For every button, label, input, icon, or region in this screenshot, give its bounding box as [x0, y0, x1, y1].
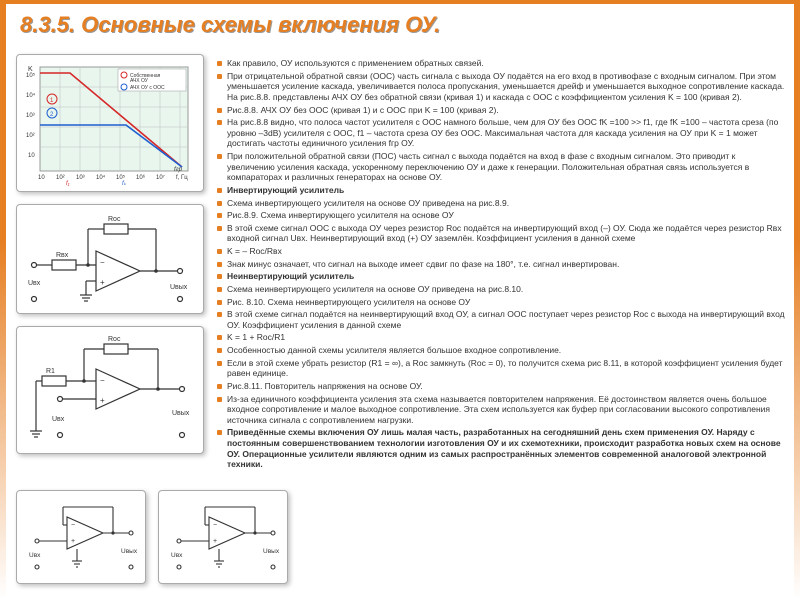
svg-text:Uвых: Uвых: [263, 548, 280, 555]
svg-text:Uвх: Uвх: [171, 552, 183, 559]
paragraph: Если в этой схеме убрать резистор (R1 = …: [215, 358, 785, 379]
paragraph: При положительной обратной связи (ПОС) ч…: [215, 151, 785, 183]
paragraph: При отрицательной обратной связи (ООС) ч…: [215, 71, 785, 103]
svg-text:fₖ: fₖ: [122, 181, 127, 187]
svg-text:Uвых: Uвых: [172, 410, 190, 417]
paragraph: Рис.8.8. АЧХ ОУ без ООС (кривая 1) и с О…: [215, 105, 785, 116]
svg-text:+: +: [213, 538, 217, 545]
svg-text:10⁴: 10⁴: [26, 92, 36, 99]
svg-text:−: −: [100, 258, 105, 267]
svg-text:10³: 10³: [76, 175, 85, 181]
svg-text:Rвх: Rвх: [56, 252, 69, 259]
svg-text:+: +: [71, 538, 75, 545]
paragraph: Схема инвертирующего усилителя на основе…: [215, 198, 785, 209]
paragraph: Приведённые схемы включения ОУ лишь мала…: [215, 427, 785, 470]
body-text: Как правило, ОУ используются с применени…: [215, 58, 785, 472]
svg-text:10⁷: 10⁷: [156, 174, 165, 181]
paragraph: Особенностью данной схемы усилителя явля…: [215, 345, 785, 356]
paragraph: Рис.8.11. Повторитель напряжения на осно…: [215, 381, 785, 392]
svg-text:10³: 10³: [26, 113, 35, 119]
svg-text:fгр: fгр: [174, 167, 183, 173]
svg-text:Rос: Rос: [108, 336, 121, 343]
paragraph: В этой схеме сигнал ООС с выхода ОУ чере…: [215, 223, 785, 244]
fig-8-11-follower-a: − + Uвх Uвых: [16, 490, 146, 584]
fig-8-8-chart: Собственная АЧХ ОУ АЧХ ОУ с ООС K 10⁵ 10…: [16, 54, 204, 192]
svg-text:f, Гц: f, Гц: [176, 175, 188, 181]
svg-text:+: +: [100, 396, 105, 405]
paragraph: В этой схеме сигнал подаётся на неинверт…: [215, 309, 785, 330]
bottom-diagram-row: − + Uвх Uвых − + Uвх Uвых: [16, 490, 288, 584]
paragraph: Как правило, ОУ используются с применени…: [215, 58, 785, 69]
svg-text:−: −: [71, 522, 75, 529]
svg-text:10⁴: 10⁴: [96, 174, 106, 181]
svg-text:Uвх: Uвх: [29, 552, 41, 559]
paragraph: Схема неинвертирующего усилителя на осно…: [215, 284, 785, 295]
paragraph: K = 1 + Rос/R1: [215, 332, 785, 343]
fig-8-11-follower-b: − + Uвх Uвых: [158, 490, 288, 584]
paragraph: На рис.8.8 видно, что полоса частот усил…: [215, 117, 785, 149]
svg-text:АЧХ ОУ: АЧХ ОУ: [130, 78, 149, 84]
paragraph: Из-за единичного коэффициента усиления э…: [215, 394, 785, 426]
svg-text:f₁: f₁: [66, 181, 70, 187]
svg-text:−: −: [100, 376, 105, 385]
svg-text:10: 10: [28, 153, 35, 159]
fig-8-9-inverting: − + Rвх Rос Uвх Uвых: [16, 204, 204, 314]
svg-text:10⁵: 10⁵: [116, 174, 126, 181]
svg-text:10²: 10²: [26, 133, 35, 139]
svg-text:10⁶: 10⁶: [136, 174, 146, 181]
svg-text:10⁵: 10⁵: [26, 72, 36, 79]
paragraph: Рис.8.9. Схема инвертирующего усилителя …: [215, 210, 785, 221]
svg-text:Rос: Rос: [108, 216, 121, 223]
svg-text:Uвх: Uвх: [52, 416, 65, 423]
svg-text:10: 10: [38, 175, 45, 181]
paragraph: Неинвертирующий усилитель: [215, 271, 785, 282]
svg-text:10²: 10²: [56, 175, 65, 181]
svg-text:+: +: [100, 278, 105, 287]
svg-text:Uвых: Uвых: [121, 548, 138, 555]
paragraph: Инвертирующий усилитель: [215, 185, 785, 196]
paragraph: Знак минус означает, что сигнал на выход…: [215, 259, 785, 270]
svg-text:−: −: [213, 522, 217, 529]
svg-text:Uвых: Uвых: [170, 284, 188, 291]
paragraph: K = – Rос/Rвх: [215, 246, 785, 257]
svg-text:Uвх: Uвх: [28, 280, 41, 287]
svg-text:R1: R1: [46, 368, 55, 375]
left-diagram-column: Собственная АЧХ ОУ АЧХ ОУ с ООС K 10⁵ 10…: [16, 54, 204, 466]
svg-text:K: K: [28, 66, 33, 73]
page-title: 8.3.5. Основные схемы включения ОУ.: [20, 12, 440, 38]
fig-8-10-noninverting: − + R1 Rос Uвх Uвых: [16, 326, 204, 454]
paragraph: Рис. 8.10. Схема неинвертирующего усилит…: [215, 297, 785, 308]
svg-text:АЧХ ОУ с ООС: АЧХ ОУ с ООС: [130, 85, 165, 91]
